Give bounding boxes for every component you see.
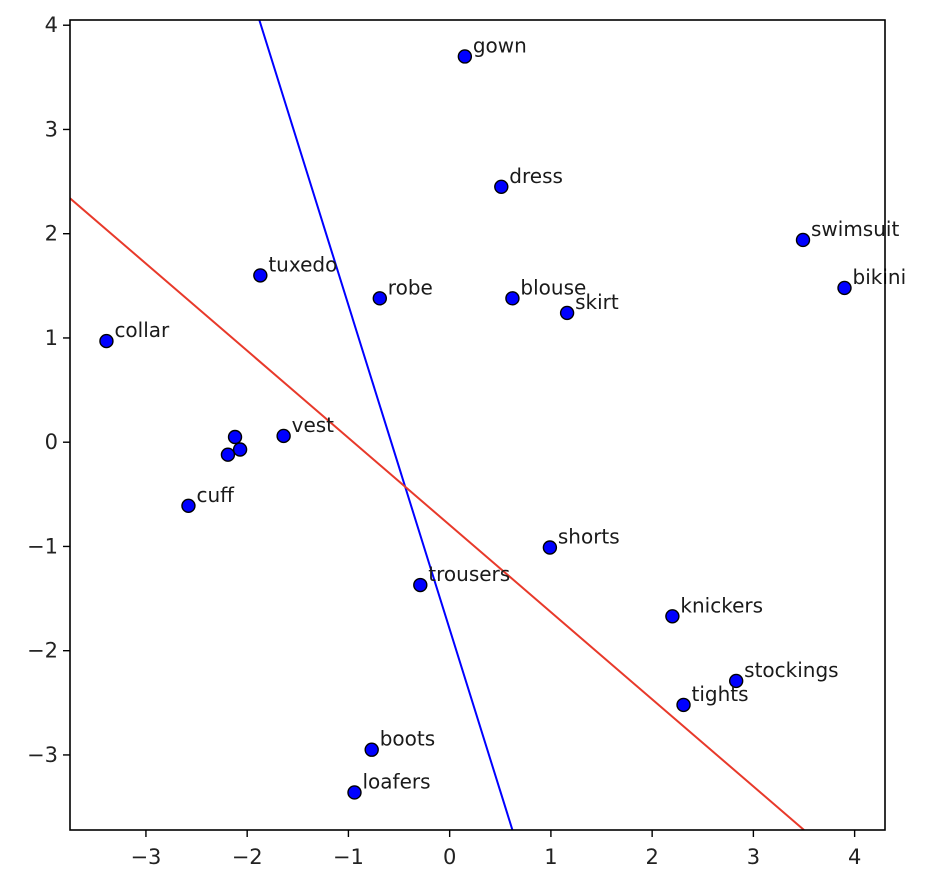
y-axis: −3 −2 −1 0 1 2 3 4: [27, 13, 70, 767]
data-point: [457, 49, 473, 64]
point-label: knickers: [680, 593, 763, 617]
point-label: bikini: [853, 265, 907, 289]
regression-lines: [70, 20, 805, 830]
x-tick-label: 3: [747, 845, 760, 869]
point-label: blouse: [520, 275, 586, 299]
data-point: [837, 280, 852, 296]
x-tick-label: 1: [544, 845, 557, 869]
data-point: [99, 333, 114, 349]
point-label: stockings: [744, 658, 838, 682]
data-point: [559, 305, 575, 321]
data-point: [795, 232, 811, 248]
data-point: [276, 428, 291, 444]
line-1: [70, 197, 805, 830]
plot-frame: [69, 19, 886, 831]
x-tick-label: 2: [645, 845, 658, 869]
point-label: swimsuit: [811, 217, 899, 241]
point-label: tuxedo: [268, 252, 337, 276]
data-point: [253, 268, 268, 283]
data-point: [542, 540, 558, 555]
point-label: collar: [114, 318, 170, 342]
data-point: [676, 697, 691, 713]
x-tick-label: −1: [333, 845, 364, 869]
data-point: [232, 442, 248, 457]
x-tick-label: 4: [848, 845, 861, 869]
data-point: [413, 577, 428, 593]
point-label: vest: [292, 413, 335, 437]
point-label: trousers: [428, 562, 510, 586]
x-tick-label: −3: [130, 845, 161, 869]
data-point: [227, 429, 243, 445]
point-label: loafers: [362, 769, 430, 793]
data-point: [372, 291, 388, 306]
y-tick-label: 2: [45, 222, 58, 246]
y-tick-label: 4: [45, 13, 58, 37]
point-label: robe: [388, 275, 433, 299]
data-point: [181, 498, 196, 513]
point-label: gown: [473, 33, 527, 57]
data-point: [364, 742, 379, 757]
y-tick-label: −2: [27, 639, 58, 663]
x-tick-label: −2: [232, 845, 263, 869]
y-tick-label: −3: [27, 743, 58, 767]
point-label: cuff: [196, 483, 235, 507]
y-tick-label: 0: [45, 430, 58, 454]
x-tick-label: 0: [443, 845, 456, 869]
x-axis: −3 −2 −1 0 1 2 3 4: [130, 830, 861, 869]
point-label: tights: [692, 682, 749, 706]
y-tick-label: 1: [45, 326, 58, 350]
y-tick-label: −1: [27, 534, 58, 558]
data-point: [505, 291, 520, 306]
point-label: shorts: [558, 524, 620, 548]
point-label: skirt: [575, 290, 619, 314]
y-tick-label: 3: [45, 117, 58, 141]
data-point: [665, 609, 680, 624]
point-label: dress: [509, 164, 563, 188]
line-0: [258, 20, 514, 830]
data-point: [220, 447, 236, 462]
point-label: boots: [380, 727, 435, 751]
data-point: [728, 673, 744, 689]
data-points: [99, 49, 852, 800]
data-point: [494, 179, 509, 194]
data-point: [347, 785, 362, 800]
